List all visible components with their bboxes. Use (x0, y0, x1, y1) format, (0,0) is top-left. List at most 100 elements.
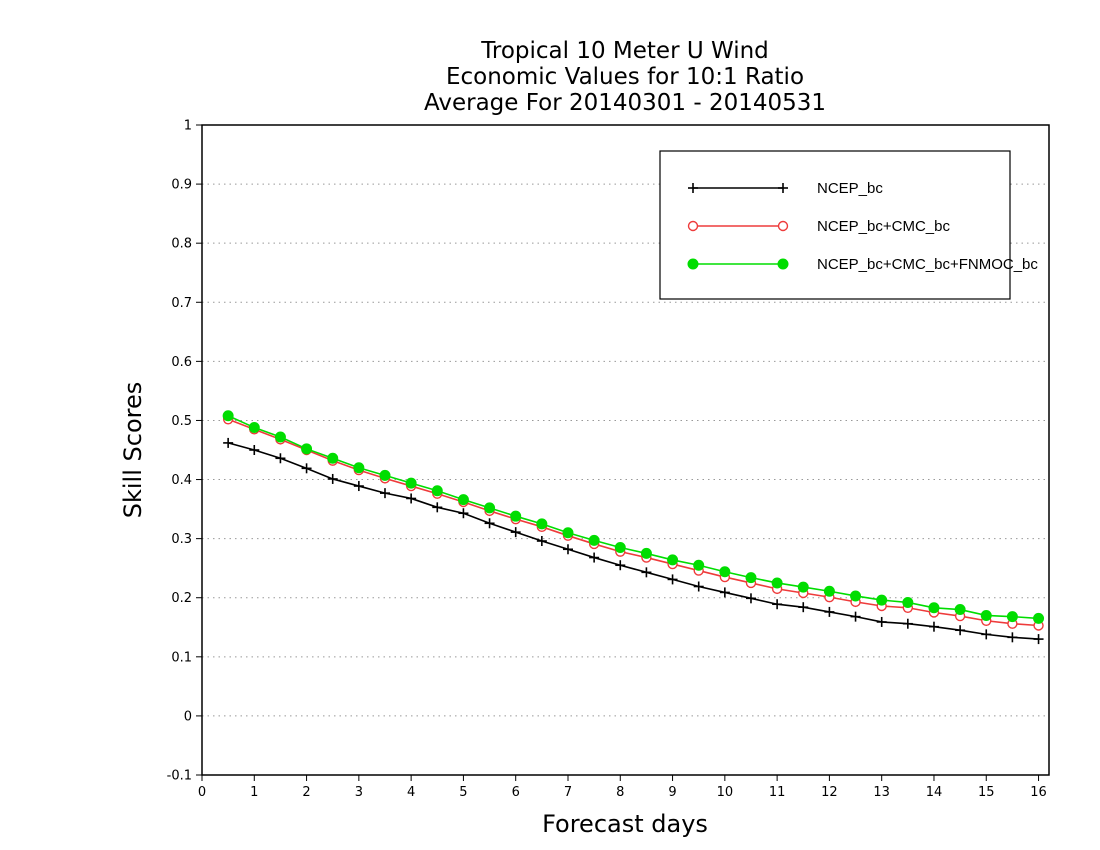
title-line-2: Economic Values for 10:1 Ratio (446, 64, 804, 90)
x-tick-label: 8 (616, 785, 624, 800)
x-tick-label: 15 (978, 785, 995, 800)
data-point (667, 574, 678, 585)
data-point (745, 572, 757, 584)
x-tick-label: 12 (821, 785, 838, 800)
data-point (510, 510, 522, 522)
y-tick-label: 0.1 (171, 650, 192, 665)
data-point (772, 599, 783, 610)
data-point (1006, 611, 1018, 623)
data-point (902, 596, 914, 608)
data-point (1007, 632, 1018, 643)
legend-entry[interactable]: NCEP_bc (688, 180, 883, 197)
data-point (981, 629, 992, 640)
x-tick-label: 16 (1030, 785, 1047, 800)
data-point (693, 559, 705, 571)
legend-box (659, 150, 1011, 300)
data-point (719, 587, 730, 598)
data-point (248, 422, 260, 434)
data-point (458, 508, 469, 519)
data-point (222, 410, 234, 422)
y-tick-label: 1 (184, 119, 192, 134)
x-axis: 0 1 2 3 4 5 6 7 8 9 10 11 12 13 14 15 16 (198, 775, 1047, 800)
x-tick-label: 10 (717, 785, 734, 800)
data-point (457, 494, 469, 506)
data-point (980, 609, 992, 621)
legend-marker (777, 258, 789, 270)
data-point (589, 552, 600, 563)
plot-frame (201, 124, 1050, 776)
legend-entry[interactable]: NCEP_bc+CMC_bc+FNMOC_bc (687, 256, 1038, 273)
x-tick-label: 14 (926, 785, 943, 800)
y-tick-label: 0.3 (171, 532, 192, 547)
x-tick-label: 4 (407, 785, 415, 800)
series-line (227, 418, 1039, 627)
grid (202, 183, 1049, 717)
legend-label: NCEP_bc+CMC_bc (817, 218, 950, 235)
data-point (484, 502, 496, 514)
data-point (1033, 634, 1044, 645)
x-tick-label: 7 (564, 785, 572, 800)
data-point (928, 602, 940, 614)
y-tick-label: -0.1 (167, 769, 192, 784)
x-tick-label: 3 (355, 785, 363, 800)
data-point (484, 518, 495, 529)
data-point (693, 581, 704, 592)
y-axis: -0.1 0 0.1 0.2 0.3 0.4 0.5 0.6 0.7 0.8 0.9 1 (167, 119, 202, 784)
legend-label: NCEP_bc (817, 180, 883, 197)
title-line-1: Tropical 10 Meter U Wind (480, 38, 769, 64)
data-point (432, 502, 443, 513)
x-tick-label: 5 (459, 785, 467, 800)
data-point (510, 527, 521, 538)
x-tick-label: 6 (512, 785, 520, 800)
data-point (798, 602, 809, 613)
legend-marker (778, 183, 788, 193)
y-tick-label: 0 (184, 709, 192, 724)
data-point (353, 462, 365, 474)
data-point (223, 437, 234, 448)
series-2 (222, 410, 1045, 624)
series (222, 410, 1045, 645)
x-tick-label: 11 (769, 785, 786, 800)
data-point (955, 625, 966, 636)
y-tick-label: 0.2 (171, 591, 192, 606)
data-point (771, 577, 783, 589)
data-point (667, 554, 679, 566)
data-point (641, 567, 652, 578)
data-point (431, 485, 443, 497)
legend-marker (688, 183, 698, 193)
data-point (405, 477, 417, 489)
data-point (379, 488, 390, 499)
legend-marker (777, 220, 789, 232)
y-tick-label: 0.8 (171, 237, 192, 252)
y-tick-label: 0.7 (171, 296, 192, 311)
data-point (745, 593, 756, 604)
data-point (615, 560, 626, 571)
data-point (353, 481, 364, 492)
data-point (327, 452, 339, 464)
x-tick-label: 0 (198, 785, 206, 800)
data-point (850, 590, 862, 602)
data-point (536, 518, 548, 530)
data-point (327, 473, 338, 484)
x-tick-label: 13 (873, 785, 890, 800)
y-tick-label: 0.6 (171, 355, 192, 370)
x-tick-label: 2 (302, 785, 310, 800)
data-point (876, 616, 887, 627)
title-line-3: Average For 20140301 - 20140531 (424, 90, 826, 116)
data-point (562, 544, 573, 555)
y-axis-label: Skill Scores (119, 382, 147, 519)
data-point (275, 453, 286, 464)
series-0 (223, 437, 1044, 645)
data-point (954, 604, 966, 616)
y-tick-label: 0.9 (171, 178, 192, 193)
data-point (562, 527, 574, 539)
legend-entry[interactable]: NCEP_bc+CMC_bc (687, 218, 951, 235)
data-point (640, 547, 652, 559)
data-point (1033, 612, 1045, 624)
legend[interactable]: NCEP_bc NCEP_bc+CMC_bc NCEP_bc+CMC_bc+FNMO… (659, 150, 1038, 300)
data-point (274, 431, 286, 443)
y-tick-label: 0.5 (171, 414, 192, 429)
legend-marker (687, 220, 699, 232)
